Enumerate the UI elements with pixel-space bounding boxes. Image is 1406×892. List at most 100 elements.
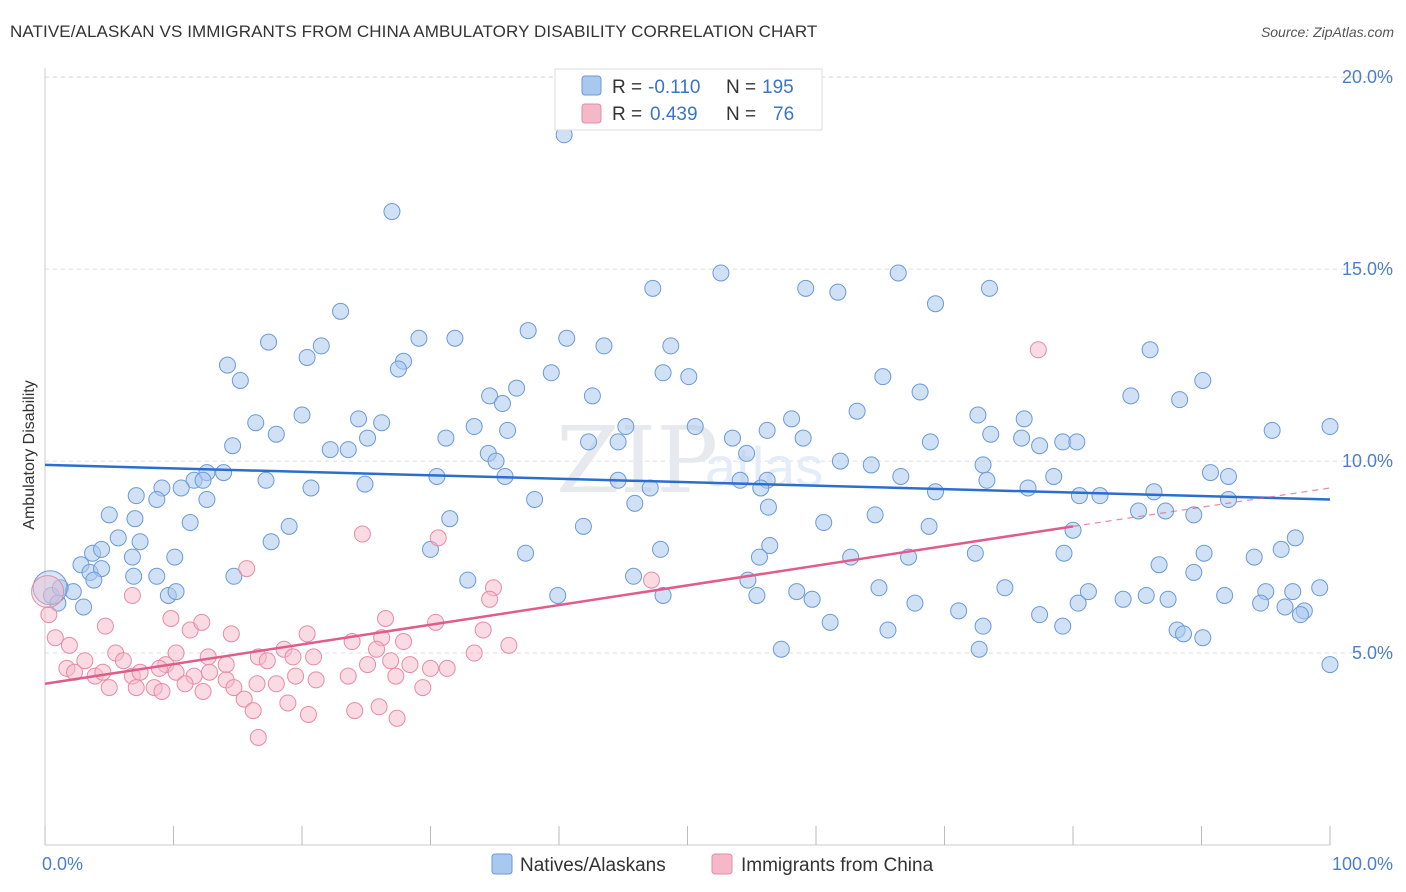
data-point-natives xyxy=(842,548,860,566)
data-point-natives xyxy=(1141,341,1159,359)
data-point-natives xyxy=(446,329,464,347)
data-point-immigrants xyxy=(422,659,439,677)
data-point-natives xyxy=(595,337,613,355)
data-point-natives xyxy=(654,586,672,604)
data-point-natives xyxy=(1031,606,1049,624)
data-point-natives xyxy=(172,479,190,497)
data-point-natives xyxy=(879,621,897,639)
legend-n-value-2: 76 xyxy=(773,104,794,125)
data-point-natives xyxy=(321,441,339,459)
data-point-immigrants xyxy=(46,629,64,647)
data-point-natives xyxy=(617,418,635,436)
data-point-natives xyxy=(1091,487,1109,505)
data-point-natives xyxy=(257,471,275,489)
data-point-immigrants xyxy=(193,613,211,631)
data-point-immigrants xyxy=(150,659,168,677)
data-point-immigrants xyxy=(60,636,78,654)
data-point-natives xyxy=(1069,594,1087,612)
data-point-natives xyxy=(100,506,118,524)
bottom-legend-swatch-pink xyxy=(711,853,733,875)
data-point-natives xyxy=(125,567,143,585)
data-point-immigrants xyxy=(176,675,194,693)
data-point-natives xyxy=(921,433,939,451)
data-point-natives xyxy=(298,348,316,366)
data-point-natives xyxy=(519,322,537,340)
data-point-natives xyxy=(626,494,644,512)
data-point-immigrants xyxy=(414,679,432,697)
data-point-immigrants xyxy=(131,663,149,681)
legend-n-value-1: 195 xyxy=(762,77,794,98)
bottom-legend-label-2: Immigrants from China xyxy=(741,855,934,876)
data-point-natives xyxy=(441,510,459,528)
data-point-natives xyxy=(662,337,680,355)
data-point-natives xyxy=(574,517,592,535)
data-point-natives xyxy=(218,356,236,374)
data-point-immigrants xyxy=(429,529,447,547)
y-axis-label: Ambulatory Disability xyxy=(21,380,38,529)
data-point-natives xyxy=(821,613,839,631)
data-point-natives xyxy=(580,433,598,451)
data-point-immigrants xyxy=(31,575,65,609)
data-point-natives xyxy=(752,479,770,497)
data-point-natives xyxy=(1019,479,1037,497)
data-point-natives xyxy=(759,498,777,516)
data-point-natives xyxy=(889,264,907,282)
data-point-natives xyxy=(980,279,998,297)
data-point-natives xyxy=(481,387,499,405)
source-label: Source: ZipAtlas.com xyxy=(1260,24,1394,40)
data-point-natives xyxy=(772,640,790,658)
data-point-immigrants xyxy=(299,705,317,723)
data-point-natives xyxy=(654,364,672,382)
data-point-immigrants xyxy=(643,571,661,589)
data-point-natives xyxy=(1263,421,1281,439)
data-point-natives xyxy=(1145,483,1163,501)
data-point-natives xyxy=(32,570,68,606)
data-point-natives xyxy=(1284,583,1302,601)
data-point-natives xyxy=(731,471,749,489)
data-point-natives xyxy=(625,567,643,585)
data-point-natives xyxy=(332,302,350,320)
data-point-natives xyxy=(131,533,149,551)
data-point-immigrants xyxy=(465,644,483,662)
data-point-natives xyxy=(1291,606,1309,624)
series-natives-points xyxy=(32,126,1339,674)
data-point-natives xyxy=(487,452,505,470)
data-point-natives xyxy=(1013,429,1031,447)
data-point-immigrants xyxy=(96,617,114,635)
data-point-immigrants xyxy=(279,694,297,712)
top-legend: R = -0.110 N = 195 R = 0.439 N = 76 xyxy=(554,68,823,131)
data-point-immigrants xyxy=(114,652,132,670)
data-point-natives xyxy=(966,544,984,562)
data-point-natives xyxy=(794,429,812,447)
data-point-natives xyxy=(906,594,924,612)
data-point-natives xyxy=(982,425,1000,443)
series-immigrants-points xyxy=(31,341,1047,747)
legend-n-label-2: N = xyxy=(726,104,756,125)
data-point-natives xyxy=(788,583,806,601)
data-point-natives xyxy=(1171,391,1189,409)
x-tick-label: 0.0% xyxy=(42,854,83,874)
data-point-immigrants xyxy=(238,560,256,578)
data-point-natives xyxy=(974,456,992,474)
data-point-immigrants xyxy=(235,690,253,708)
x-tick-label: 100.0% xyxy=(1332,854,1393,874)
data-point-natives xyxy=(1175,625,1193,643)
data-point-immigrants xyxy=(474,621,492,639)
data-point-immigrants xyxy=(248,675,266,693)
data-point-natives xyxy=(723,429,741,447)
data-point-natives xyxy=(1070,487,1088,505)
data-point-natives xyxy=(866,506,884,524)
tick-labels: 5.0% 10.0% 15.0% 20.0% 0.0% 100.0% xyxy=(42,67,1393,874)
data-point-natives xyxy=(280,517,298,535)
data-point-natives xyxy=(750,548,768,566)
data-point-natives xyxy=(1054,433,1072,451)
data-point-immigrants xyxy=(222,625,240,643)
legend-r-value-1: -0.110 xyxy=(648,77,700,98)
data-point-immigrants xyxy=(481,590,499,608)
data-point-immigrants xyxy=(94,663,112,681)
data-point-natives xyxy=(1245,548,1263,566)
data-point-immigrants xyxy=(401,656,419,674)
data-point-natives xyxy=(1276,598,1294,616)
data-point-natives xyxy=(126,510,144,528)
data-point-natives xyxy=(93,540,111,558)
